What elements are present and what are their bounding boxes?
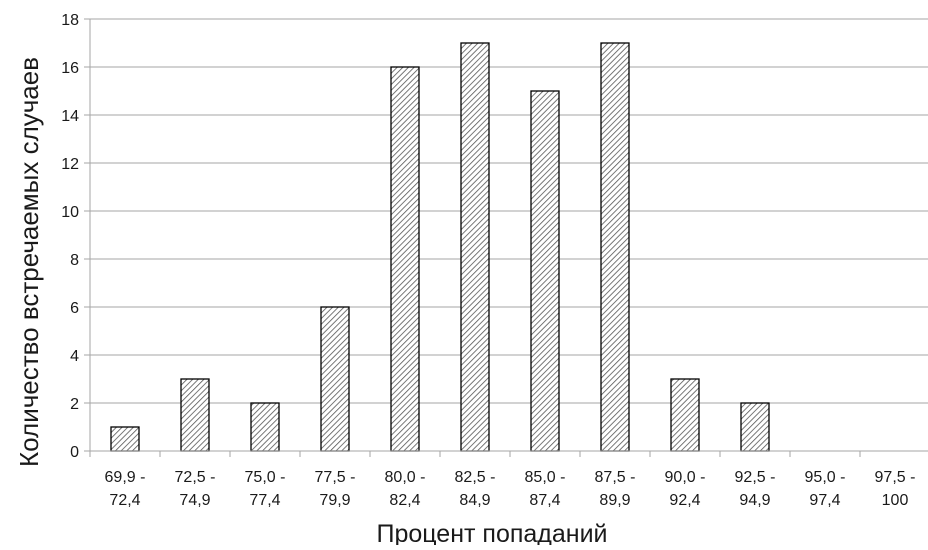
x-tick-label: 82,5 - bbox=[455, 469, 496, 486]
y-tick-label: 16 bbox=[61, 60, 79, 77]
bar-3 bbox=[320, 306, 350, 452]
bars bbox=[110, 42, 770, 452]
x-tick-label: 74,9 bbox=[179, 492, 210, 509]
x-tick-label: 92,4 bbox=[669, 492, 700, 509]
x-tick-label: 92,5 - bbox=[735, 469, 776, 486]
gridlines bbox=[90, 18, 928, 404]
bar-5 bbox=[460, 42, 490, 452]
y-tick-label: 14 bbox=[61, 108, 79, 125]
axes bbox=[84, 18, 928, 457]
y-axis-title: Количество встречаемых случаев bbox=[14, 57, 44, 467]
x-tick-label: 72,5 - bbox=[175, 469, 216, 486]
bar-8 bbox=[670, 378, 700, 452]
y-tick-label: 12 bbox=[61, 156, 79, 173]
bar-1 bbox=[180, 378, 210, 452]
x-tick-label: 84,9 bbox=[459, 492, 490, 509]
x-tick-label: 85,0 - bbox=[525, 469, 566, 486]
x-tick-label: 72,4 bbox=[109, 492, 140, 509]
x-tick-label: 87,5 - bbox=[595, 469, 636, 486]
x-tick-label: 77,4 bbox=[249, 492, 280, 509]
x-tick-label: 87,4 bbox=[529, 492, 560, 509]
x-tick-label: 90,0 - bbox=[665, 469, 706, 486]
tick-labels: 0 2 4 6 8 10 12 14 16 18 69,9 - 72,4 72,5 - 74,9 75,0 … bbox=[61, 12, 915, 509]
x-tick-label: 75,0 - bbox=[245, 469, 286, 486]
y-tick-label: 10 bbox=[61, 204, 79, 221]
x-tick-label: 82,4 bbox=[389, 492, 420, 509]
bar-7 bbox=[600, 42, 630, 452]
x-tick-label: 97,5 - bbox=[875, 469, 916, 486]
x-tick-label: 97,4 bbox=[809, 492, 840, 509]
x-tick-label: 94,9 bbox=[739, 492, 770, 509]
y-tick-label: 2 bbox=[70, 396, 79, 413]
x-axis-title: Процент попаданий bbox=[376, 520, 607, 545]
y-tick-label: 4 bbox=[70, 348, 79, 365]
x-tick-label: 89,9 bbox=[599, 492, 630, 509]
x-tick-label: 100 bbox=[882, 492, 909, 509]
bar-9 bbox=[740, 402, 770, 452]
bar-0 bbox=[110, 426, 140, 452]
x-tick-label: 77,5 - bbox=[315, 469, 356, 486]
y-tick-label: 0 bbox=[70, 444, 79, 461]
x-tick-label: 69,9 - bbox=[105, 469, 146, 486]
y-tick-label: 18 bbox=[61, 12, 79, 29]
x-tick-label: 79,9 bbox=[319, 492, 350, 509]
x-tick-label: 95,0 - bbox=[805, 469, 846, 486]
y-tick-label: 8 bbox=[70, 252, 79, 269]
x-tick-label: 80,0 - bbox=[385, 469, 426, 486]
bar-6 bbox=[530, 90, 560, 452]
bar-4 bbox=[390, 66, 420, 452]
bar-2 bbox=[250, 402, 280, 452]
y-tick-label: 6 bbox=[70, 300, 79, 317]
